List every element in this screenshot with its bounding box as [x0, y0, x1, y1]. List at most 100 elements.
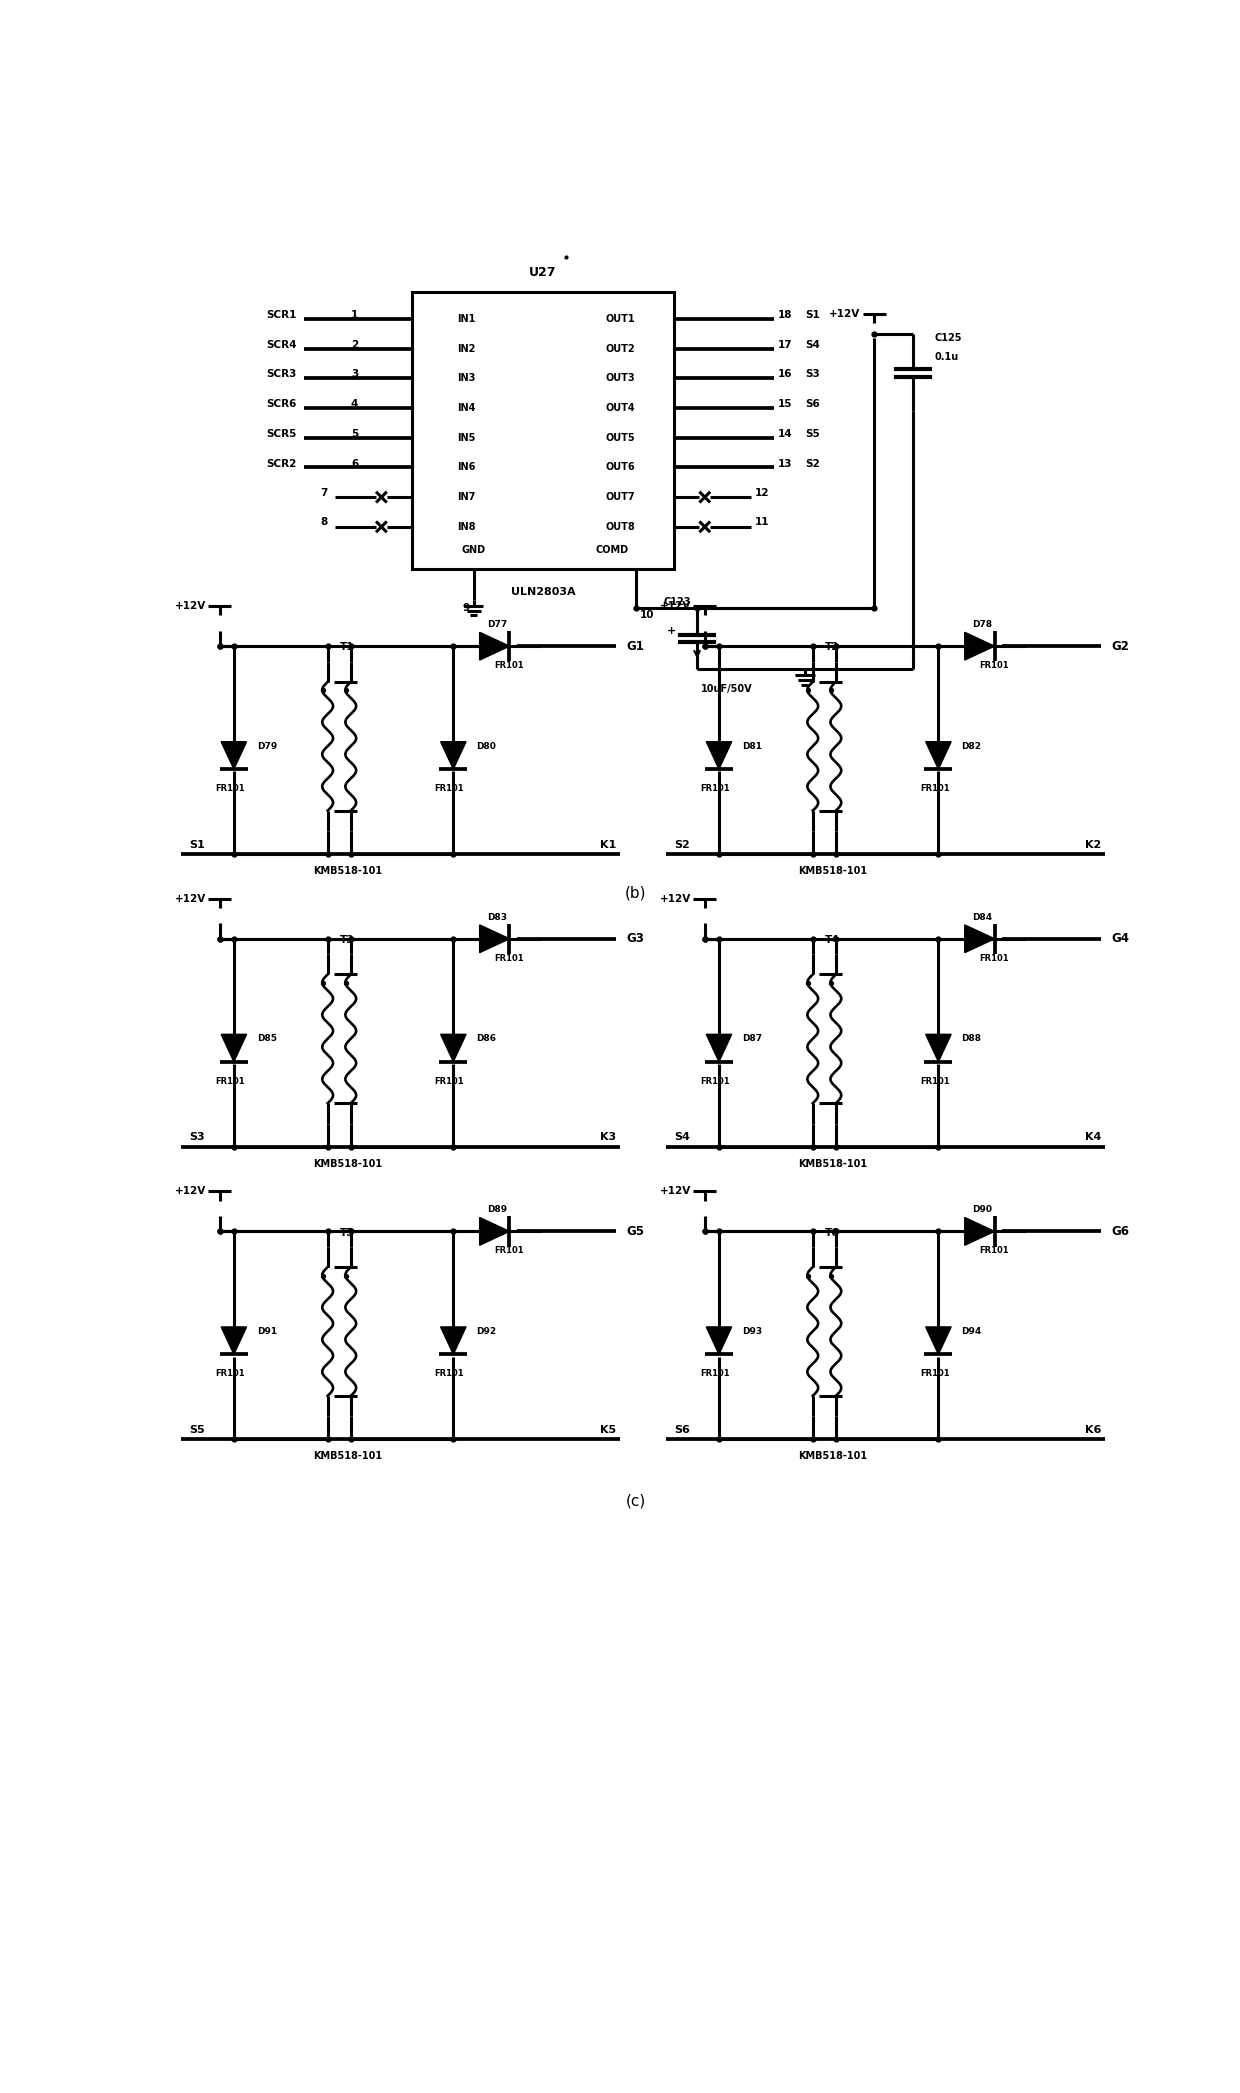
- Polygon shape: [965, 1218, 994, 1245]
- Text: FR101: FR101: [494, 954, 523, 963]
- Text: D78: D78: [972, 620, 992, 630]
- Text: +12V: +12V: [175, 1187, 206, 1197]
- Text: D82: D82: [961, 741, 982, 751]
- Polygon shape: [480, 925, 510, 952]
- Text: KMB518-101: KMB518-101: [314, 1160, 383, 1168]
- Text: IN5: IN5: [456, 433, 475, 444]
- Text: D92: D92: [476, 1327, 496, 1335]
- Text: OUT6: OUT6: [605, 463, 635, 473]
- Text: D81: D81: [742, 741, 763, 751]
- Text: S5: S5: [188, 1425, 205, 1436]
- Text: FR101: FR101: [980, 1245, 1008, 1256]
- Text: SCR6: SCR6: [267, 400, 296, 408]
- Text: +12V: +12V: [660, 1187, 691, 1197]
- Text: 0.1u: 0.1u: [934, 352, 959, 362]
- Text: K5: K5: [600, 1425, 616, 1436]
- Text: IN6: IN6: [456, 463, 475, 473]
- Text: 17: 17: [777, 339, 792, 350]
- Text: G5: G5: [626, 1224, 645, 1237]
- Text: +12V: +12V: [660, 601, 691, 611]
- Text: FR101: FR101: [216, 785, 244, 793]
- Text: IN1: IN1: [456, 314, 475, 324]
- Text: FR101: FR101: [435, 785, 464, 793]
- Text: T6: T6: [825, 1226, 839, 1237]
- Text: SCR5: SCR5: [267, 429, 296, 440]
- Text: FR101: FR101: [701, 785, 730, 793]
- Text: IN7: IN7: [456, 492, 475, 502]
- Text: FR101: FR101: [701, 1076, 730, 1086]
- Text: OUT7: OUT7: [605, 492, 635, 502]
- Text: D77: D77: [487, 620, 507, 630]
- Text: G1: G1: [626, 640, 644, 653]
- Polygon shape: [926, 741, 951, 768]
- Text: 8: 8: [320, 517, 327, 527]
- Text: +12V: +12V: [175, 601, 206, 611]
- Text: OUT8: OUT8: [605, 521, 635, 532]
- Text: OUT5: OUT5: [605, 433, 635, 444]
- Text: D86: D86: [476, 1034, 496, 1044]
- Polygon shape: [440, 1327, 466, 1354]
- Text: FR101: FR101: [216, 1076, 244, 1086]
- Text: FR101: FR101: [435, 1369, 464, 1379]
- Text: OUT3: OUT3: [605, 373, 635, 383]
- Text: +: +: [667, 626, 676, 636]
- Polygon shape: [707, 1034, 732, 1061]
- Text: FR101: FR101: [435, 1076, 464, 1086]
- Text: 5: 5: [351, 429, 358, 440]
- Text: S6: S6: [675, 1425, 689, 1436]
- Text: S6: S6: [805, 400, 820, 408]
- Text: G3: G3: [626, 931, 644, 946]
- Text: 1: 1: [351, 310, 358, 320]
- Text: K4: K4: [1085, 1132, 1101, 1143]
- Text: IN2: IN2: [456, 343, 475, 354]
- Text: K1: K1: [600, 839, 616, 850]
- Text: T5: T5: [340, 1226, 355, 1237]
- Text: G6: G6: [1111, 1224, 1130, 1237]
- Bar: [412, 291, 675, 569]
- Text: U27: U27: [529, 266, 557, 278]
- Text: 16: 16: [777, 370, 792, 379]
- Polygon shape: [221, 741, 247, 768]
- Text: 18: 18: [777, 310, 792, 320]
- Text: S3: S3: [805, 370, 820, 379]
- Text: 4: 4: [351, 400, 358, 408]
- Text: D91: D91: [257, 1327, 277, 1335]
- Text: D83: D83: [487, 913, 507, 921]
- Text: 10: 10: [640, 611, 653, 620]
- Text: T3: T3: [340, 936, 355, 944]
- Polygon shape: [221, 1327, 247, 1354]
- Text: OUT1: OUT1: [605, 314, 635, 324]
- Text: D90: D90: [972, 1206, 992, 1214]
- Text: FR101: FR101: [701, 1369, 730, 1379]
- Text: K6: K6: [1085, 1425, 1101, 1436]
- Text: S4: S4: [675, 1132, 689, 1143]
- Text: T2: T2: [825, 643, 839, 653]
- Text: FR101: FR101: [494, 661, 523, 670]
- Text: FR101: FR101: [494, 1245, 523, 1256]
- Polygon shape: [440, 741, 466, 768]
- Text: FR101: FR101: [920, 1369, 950, 1379]
- Polygon shape: [965, 632, 994, 659]
- Text: SCR3: SCR3: [267, 370, 296, 379]
- Text: 7: 7: [320, 488, 327, 498]
- Text: 13: 13: [777, 458, 792, 469]
- Text: D93: D93: [742, 1327, 763, 1335]
- Text: 15: 15: [777, 400, 792, 408]
- Text: FR101: FR101: [216, 1369, 244, 1379]
- Text: S2: S2: [675, 839, 689, 850]
- Text: FR101: FR101: [980, 954, 1008, 963]
- Text: FR101: FR101: [920, 785, 950, 793]
- Text: KMB518-101: KMB518-101: [799, 1450, 868, 1461]
- Text: SCR1: SCR1: [267, 310, 296, 320]
- Text: C123: C123: [663, 597, 691, 607]
- Polygon shape: [926, 1034, 951, 1061]
- Text: (c): (c): [625, 1494, 646, 1509]
- Text: +12V: +12V: [660, 894, 691, 904]
- Text: 2: 2: [351, 339, 358, 350]
- Text: D79: D79: [257, 741, 278, 751]
- Text: S1: S1: [805, 310, 820, 320]
- Text: T1: T1: [340, 643, 355, 653]
- Text: G2: G2: [1111, 640, 1130, 653]
- Polygon shape: [480, 1218, 510, 1245]
- Text: D88: D88: [961, 1034, 982, 1044]
